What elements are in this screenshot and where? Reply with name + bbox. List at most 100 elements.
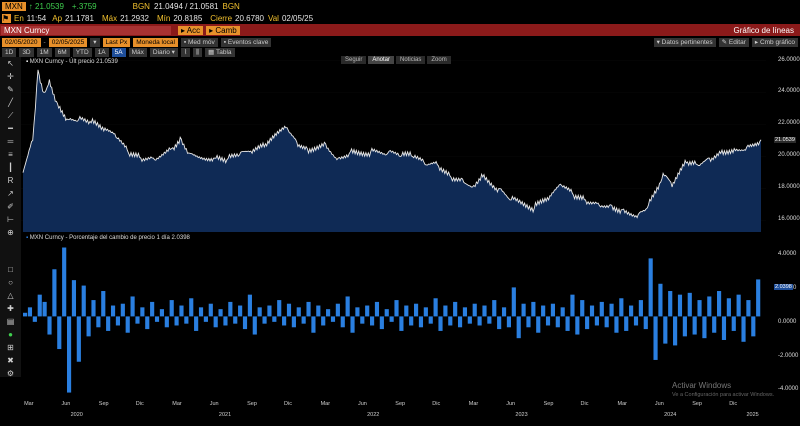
min-label: Mín — [157, 13, 171, 23]
change-bar — [286, 303, 292, 317]
en-label: En — [14, 13, 24, 23]
text-icon[interactable]: R — [7, 176, 14, 185]
tab-zoom[interactable]: Zoom — [427, 56, 451, 64]
series-swatch-icon: ▪ — [26, 59, 30, 65]
price-legend-text: MXN Curncy - Últ precio 21.0539 — [29, 59, 118, 65]
date-to-input[interactable]: 02/05/2025 — [48, 37, 88, 47]
x-tick-month: Dic — [432, 401, 441, 407]
period-1m[interactable]: 1M — [36, 47, 52, 57]
date-from-input[interactable]: 02/05/2020 — [2, 37, 41, 47]
frequency-selector[interactable]: Diario ▾ — [149, 47, 178, 57]
ticker-badge[interactable]: MXN — [2, 1, 26, 11]
change-bar — [433, 298, 438, 317]
zoom-icon[interactable]: ⊕ — [7, 228, 14, 237]
change-bar — [565, 316, 570, 331]
change-bar — [541, 305, 546, 317]
price-line — [22, 69, 762, 219]
note-icon[interactable]: ▤ — [6, 317, 15, 326]
x-tick-month: Mar — [617, 401, 627, 407]
exchange-menu[interactable]: ▸ Camb — [206, 25, 240, 35]
lock-icon[interactable]: ⊞ — [7, 343, 14, 352]
change-bar — [223, 316, 228, 326]
change-bar — [282, 316, 287, 326]
change-bar — [492, 300, 497, 317]
currency-selector[interactable]: Moneda local — [133, 37, 178, 47]
key-events-toggle[interactable]: ▪ Eventos clave — [220, 37, 272, 47]
change-chart-button[interactable]: ▸ Cmb gráfico — [751, 37, 798, 47]
change-bar — [497, 316, 502, 330]
change-bar — [687, 292, 692, 317]
actions-menu[interactable]: ▸ Acc — [178, 25, 204, 35]
change-bar — [409, 316, 414, 326]
table-button[interactable]: ▦ Tabla — [205, 47, 235, 57]
change-bar — [52, 269, 57, 317]
change-bar — [506, 316, 511, 328]
channel-icon[interactable]: ═ — [7, 137, 14, 146]
edit-button[interactable]: ✎ Editar — [718, 37, 749, 47]
measure-icon[interactable]: ⊢ — [7, 215, 14, 224]
change-bar — [208, 303, 213, 317]
period-bar: 1D 3D 1M 6M YTD 1A 5A Máx Diario ▾ ⌇ ⫼ ▦… — [0, 47, 800, 57]
chart-title: Gráfico de líneas — [733, 25, 794, 35]
security-field[interactable]: MXN Curncy — [1, 25, 171, 35]
period-max[interactable]: Máx — [128, 47, 147, 57]
period-selector[interactable]: ▾ — [90, 37, 100, 47]
change-bar — [62, 247, 67, 317]
tab-annotate[interactable]: Anotar — [368, 56, 395, 64]
change-bar — [692, 316, 697, 335]
moving-avg-toggle[interactable]: ▪ Med móv — [180, 37, 218, 47]
rect-icon[interactable]: □ — [8, 265, 13, 274]
change-bar — [27, 307, 33, 317]
crosshair-icon[interactable]: ✛ — [7, 72, 14, 81]
tab-annotate-label: Anotar — [372, 57, 391, 63]
change-bar — [135, 316, 140, 324]
change-bar — [267, 305, 272, 317]
period-ytd[interactable]: YTD — [72, 47, 92, 57]
color-icon[interactable]: ● — [8, 330, 13, 339]
price-chart[interactable] — [21, 57, 766, 232]
tab-follow[interactable]: Seguir — [341, 56, 367, 64]
field-selector[interactable]: Last Px — [102, 37, 131, 47]
period-3d[interactable]: 3D — [19, 47, 34, 57]
relevant-data-button[interactable]: ▾ Datos pertinentes — [653, 37, 716, 47]
change-bar — [330, 316, 336, 322]
change-chart[interactable] — [21, 233, 766, 398]
ray-icon[interactable]: ⟋ — [7, 111, 14, 120]
fib-icon[interactable]: ≡ — [8, 150, 13, 159]
change-bar — [120, 303, 125, 317]
gear-icon[interactable]: ⚙ — [6, 369, 15, 378]
period-1a[interactable]: 1A — [94, 47, 109, 57]
period-1d[interactable]: 1D — [2, 47, 17, 57]
x-tick-month: Sep — [395, 401, 406, 407]
tab-news[interactable]: Noticias — [396, 56, 426, 64]
line-type-button[interactable]: ⌇ — [180, 47, 191, 57]
change-bar — [643, 316, 648, 330]
period-5a[interactable]: 5A — [111, 47, 126, 57]
candle-type-button[interactable]: ⫼ — [193, 47, 203, 57]
last-change-marker: 2.0398 — [774, 284, 793, 290]
x-tick-month: Mar — [172, 401, 182, 407]
brush-icon[interactable]: ✐ — [7, 202, 14, 211]
triangle-icon[interactable]: △ — [7, 291, 14, 300]
y-tick: 20.0000 — [778, 152, 800, 158]
change-bar — [712, 316, 717, 333]
notify-icon[interactable]: ⚑ — [2, 13, 11, 23]
arrow-icon[interactable]: ↗ — [7, 189, 14, 198]
ellipse-icon[interactable]: ○ — [8, 278, 13, 287]
table-icon: ▦ — [208, 48, 216, 56]
period-6m[interactable]: 6M — [54, 47, 70, 57]
pen-icon[interactable]: ✎ — [7, 85, 14, 94]
trendline-icon[interactable]: ╱ — [8, 98, 13, 107]
vline-icon[interactable]: ┃ — [8, 163, 13, 172]
price-area — [23, 69, 761, 232]
change-bar — [751, 316, 756, 337]
annotate-icon[interactable]: ✚ — [7, 304, 14, 313]
pointer-icon[interactable]: ↖ — [7, 59, 14, 68]
change-bar — [609, 303, 614, 317]
hline-icon[interactable]: ━ — [8, 124, 13, 133]
change-bar — [374, 301, 380, 317]
change-y-axis: 4.0000 2.0000 0.0000 -2.0000 -4.0000 2.0… — [766, 233, 800, 398]
bgn-bid-ask: 21.0494 / 21.0581 — [153, 1, 219, 11]
x-tick-month: Sep — [247, 401, 257, 407]
trash-icon[interactable]: ✖ — [7, 356, 14, 365]
